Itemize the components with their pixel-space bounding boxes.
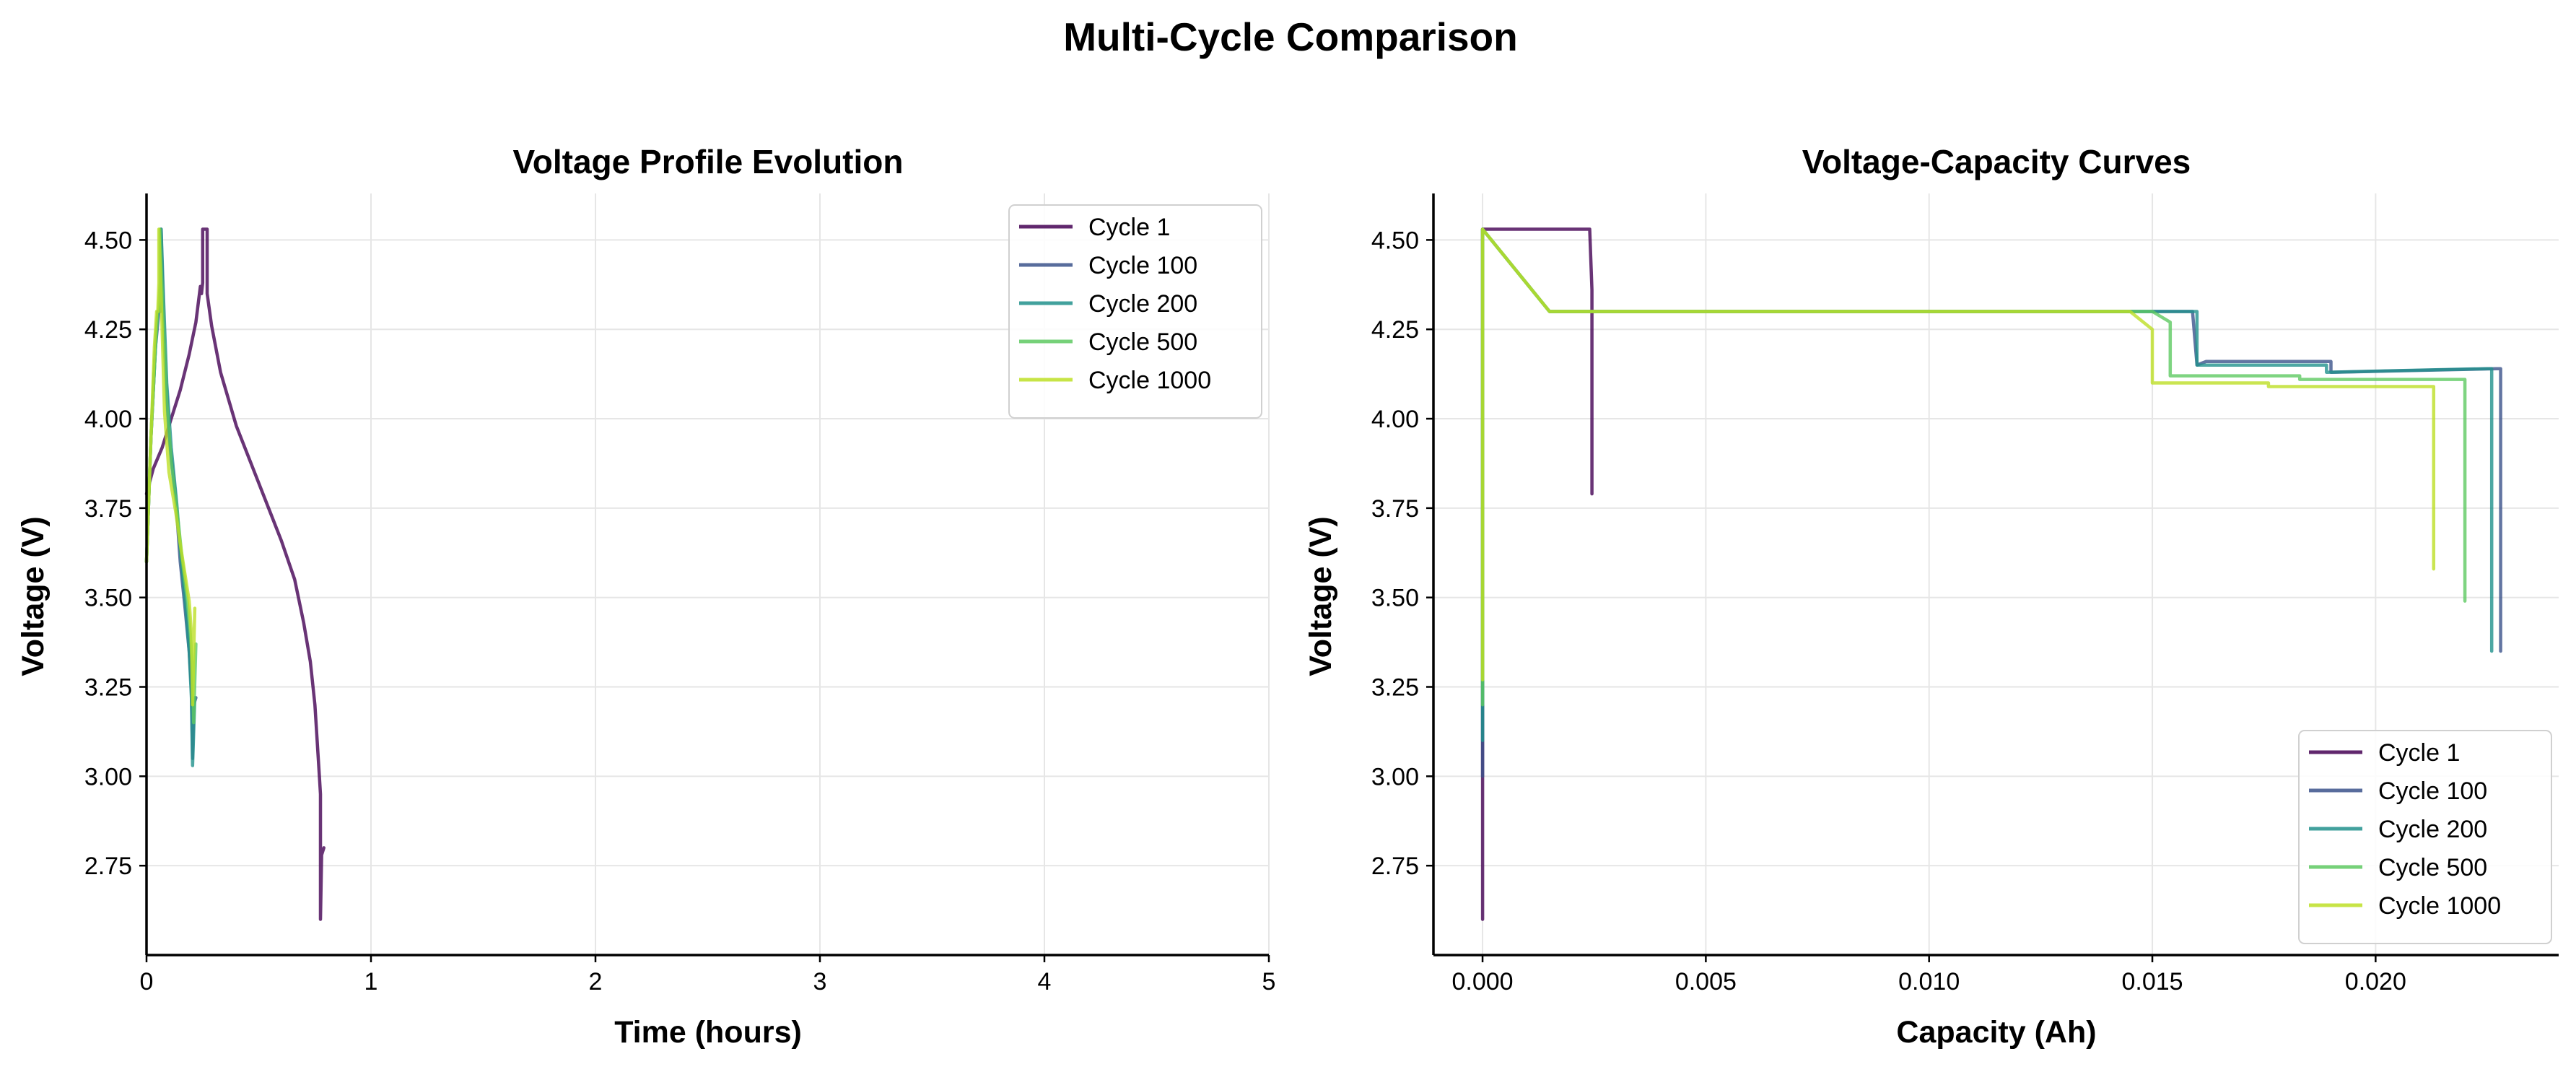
y-tick-label: 4.00 — [1371, 406, 1419, 433]
legend-box — [1008, 204, 1262, 419]
legend-label: Cycle 200 — [2378, 816, 2487, 843]
chart-title: Voltage Profile Evolution — [513, 143, 904, 180]
x-axis-label: Time (hours) — [614, 1015, 802, 1050]
y-tick-label: 3.75 — [84, 495, 132, 523]
y-tick-label: 2.75 — [84, 853, 132, 880]
y-tick-label: 3.75 — [1371, 495, 1419, 523]
series-line — [1480, 227, 2436, 681]
legend-label: Cycle 500 — [2378, 854, 2487, 881]
y-tick-label: 2.75 — [1371, 853, 1419, 880]
y-axis-label: Voltage (V) — [16, 516, 51, 676]
x-tick-label: 0.015 — [2121, 968, 2183, 995]
chart-title: Voltage-Capacity Curves — [1802, 143, 2191, 180]
legend-label: Cycle 1 — [2378, 739, 2460, 767]
x-tick-label: 4 — [1038, 968, 1052, 995]
y-axis-label: Voltage (V) — [1304, 516, 1338, 676]
y-tick-label: 3.50 — [84, 585, 132, 612]
x-tick-label: 0.020 — [2345, 968, 2406, 995]
legend: Cycle 1 Cycle 100 Cycle 200 Cycle 500 Cycle … — [1008, 204, 1262, 419]
y-tick-label: 4.25 — [1371, 316, 1419, 344]
legend-label: Cycle 1000 — [2378, 892, 2501, 920]
legend-box — [2298, 730, 2552, 944]
legend-label: Cycle 500 — [1088, 328, 1197, 356]
series-line — [1480, 227, 1594, 921]
legend-label: Cycle 200 — [1088, 290, 1197, 318]
series-line — [1480, 227, 2467, 707]
x-axis-label: Capacity (Ah) — [1896, 1015, 2096, 1050]
figure-suptitle: Multi-Cycle Comparison — [1063, 14, 1518, 59]
x-tick-label: 0.000 — [1452, 968, 1514, 995]
y-tick-label: 3.50 — [1371, 585, 1419, 612]
x-tick-label: 0 — [140, 968, 154, 995]
x-tick-label: 0.010 — [1898, 968, 1960, 995]
y-tick-label: 3.00 — [84, 763, 132, 790]
x-tick-label: 0.005 — [1675, 968, 1737, 995]
legend-label: Cycle 1 — [1088, 214, 1170, 241]
chart-voltage-capacity: Voltage-Capacity Curves Capacity (Ah) Vo… — [1304, 143, 2559, 1050]
chart-voltage-profile: Voltage Profile Evolution Time (hours) V… — [16, 143, 1275, 1050]
y-tick-label: 4.50 — [1371, 227, 1419, 254]
y-tick-label: 3.25 — [84, 674, 132, 702]
series-line — [144, 227, 326, 921]
series-line — [144, 227, 197, 767]
y-tick-label: 3.00 — [1371, 763, 1419, 790]
legend-label: Cycle 100 — [1088, 252, 1197, 279]
x-tick-label: 1 — [364, 968, 378, 995]
series-group — [144, 227, 326, 921]
x-tick-label: 5 — [1262, 968, 1276, 995]
y-tick-label: 3.25 — [1371, 674, 1419, 702]
series-group — [1480, 227, 2502, 921]
series-line — [144, 227, 197, 707]
y-tick-label: 4.25 — [84, 316, 132, 344]
x-tick-label: 2 — [589, 968, 603, 995]
legend: Cycle 1 Cycle 100 Cycle 200 Cycle 500 Cycle … — [2298, 730, 2552, 944]
series-line — [1480, 227, 2494, 743]
y-tick-label: 4.50 — [84, 227, 132, 254]
legend-label: Cycle 1000 — [1088, 367, 1211, 394]
y-tick-label: 4.00 — [84, 406, 132, 433]
x-tick-label: 3 — [813, 968, 827, 995]
legend-label: Cycle 100 — [2378, 777, 2487, 805]
